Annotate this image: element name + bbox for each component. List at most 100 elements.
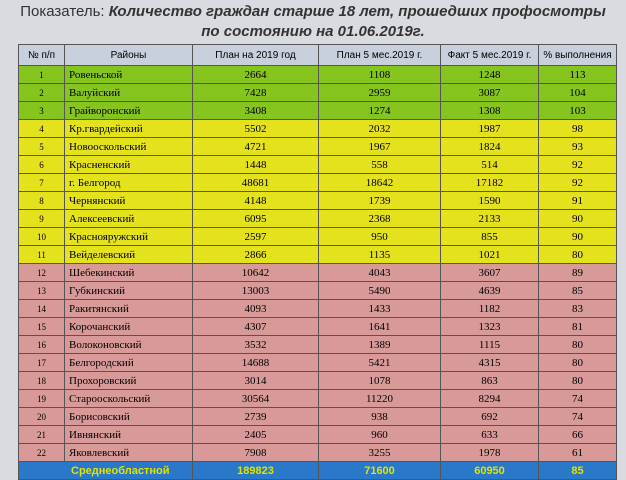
cell: 9 — [18, 209, 65, 228]
cell: 1248 — [440, 65, 539, 84]
row: 3 Грайворонский 3408 1274 1308 103 — [18, 101, 617, 120]
cell: 3 — [18, 101, 65, 120]
cell: 14 — [18, 299, 65, 318]
cell: 93 — [538, 137, 617, 156]
title-text: Количество граждан старше 18 лет, прошед… — [108, 3, 606, 40]
cell: г. Белгород — [64, 173, 193, 192]
cell: Старооскольский — [64, 389, 193, 408]
cell: 1739 — [318, 191, 441, 210]
cell: 1115 — [440, 335, 539, 354]
cell: Ровеньской — [64, 65, 193, 84]
cell: 2032 — [318, 119, 441, 138]
row: 4 Кр.гвардейский 5502 2032 1987 98 — [18, 119, 617, 138]
row: 10 Краснояружский 2597 950 855 90 — [18, 227, 617, 246]
cell: 1448 — [192, 155, 319, 174]
cell: 8 — [18, 191, 65, 210]
cell: Губкинский — [64, 281, 193, 300]
cell: 2368 — [318, 209, 441, 228]
cell: Ивнянский — [64, 425, 193, 444]
header-cell: План 5 мес.2019 г. — [318, 44, 441, 66]
row: 8 Чернянский 4148 1739 1590 91 — [18, 191, 617, 210]
row: 6 Красненский 1448 558 514 92 — [18, 155, 617, 174]
cell: 950 — [318, 227, 441, 246]
row: 9 Алексеевский 6095 2368 2133 90 — [18, 209, 617, 228]
cell: 85 — [538, 461, 617, 480]
header-cell: № п/п — [18, 44, 65, 66]
cell: 17182 — [440, 173, 539, 192]
row: 17 Белгородский 14688 5421 4315 80 — [18, 353, 617, 372]
cell: Краснояружский — [64, 227, 193, 246]
row: 15 Корочанский 4307 1641 1323 81 — [18, 317, 617, 336]
cell: 92 — [538, 155, 617, 174]
row: 21 Ивнянский 2405 960 633 66 — [18, 425, 617, 444]
cell: 92 — [538, 173, 617, 192]
cell: 4639 — [440, 281, 539, 300]
title-label: Показатель: — [20, 3, 105, 20]
cell: 1 — [18, 65, 65, 84]
cell: 189823 — [192, 461, 319, 480]
cell: 855 — [440, 227, 539, 246]
cell: Яковлевский — [64, 443, 193, 462]
header-cell: Районы — [64, 44, 193, 66]
cell: 3255 — [318, 443, 441, 462]
cell: 2664 — [192, 65, 319, 84]
cell: 13 — [18, 281, 65, 300]
cell: 863 — [440, 371, 539, 390]
header-cell: Факт 5 мес.2019 г. — [440, 44, 539, 66]
row: 14 Ракитянский 4093 1433 1182 83 — [18, 299, 617, 318]
cell: 74 — [538, 389, 617, 408]
cell: 71600 — [318, 461, 441, 480]
cell: 692 — [440, 407, 539, 426]
cell: 2739 — [192, 407, 319, 426]
row: 12 Шебекинский 10642 4043 3607 89 — [18, 263, 617, 282]
cell: 103 — [538, 101, 617, 120]
cell: 5421 — [318, 353, 441, 372]
cell: 2 — [18, 83, 65, 102]
cell: 66 — [538, 425, 617, 444]
cell: 22 — [18, 443, 65, 462]
cell: 1389 — [318, 335, 441, 354]
row: 18 Прохоровский 3014 1078 863 80 — [18, 371, 617, 390]
row: 2 Валуйский 7428 2959 3087 104 — [18, 83, 617, 102]
cell: 16 — [18, 335, 65, 354]
cell: Валуйский — [64, 83, 193, 102]
cell: 960 — [318, 425, 441, 444]
cell: 5490 — [318, 281, 441, 300]
row: 13 Губкинский 13003 5490 4639 85 — [18, 281, 617, 300]
cell: Алексеевский — [64, 209, 193, 228]
cell: 1967 — [318, 137, 441, 156]
cell: 104 — [538, 83, 617, 102]
cell: 3014 — [192, 371, 319, 390]
cell: 30564 — [192, 389, 319, 408]
cell: 113 — [538, 65, 617, 84]
cell: 1308 — [440, 101, 539, 120]
total-row: Среднеобластной 189823 71600 60950 85 — [18, 461, 617, 480]
cell: 20 — [18, 407, 65, 426]
cell: 7908 — [192, 443, 319, 462]
cell: Корочанский — [64, 317, 193, 336]
cell: 3087 — [440, 83, 539, 102]
cell: 3607 — [440, 263, 539, 282]
cell: 1274 — [318, 101, 441, 120]
cell: 85 — [538, 281, 617, 300]
cell: 1135 — [318, 245, 441, 264]
cell: 10642 — [192, 263, 319, 282]
cell: Чернянский — [64, 191, 193, 210]
cell: Красненский — [64, 155, 193, 174]
cell: 11220 — [318, 389, 441, 408]
cell: 1182 — [440, 299, 539, 318]
cell: 938 — [318, 407, 441, 426]
cell: Кр.гвардейский — [64, 119, 193, 138]
cell: 4043 — [318, 263, 441, 282]
cell: 89 — [538, 263, 617, 282]
cell: 11 — [18, 245, 65, 264]
cell: 19 — [18, 389, 65, 408]
cell: Грайворонский — [64, 101, 193, 120]
row: 22 Яковлевский 7908 3255 1978 61 — [18, 443, 617, 462]
cell: 80 — [538, 371, 617, 390]
cell: 4315 — [440, 353, 539, 372]
cell: 10 — [18, 227, 65, 246]
cell: 12 — [18, 263, 65, 282]
cell: Шебекинский — [64, 263, 193, 282]
